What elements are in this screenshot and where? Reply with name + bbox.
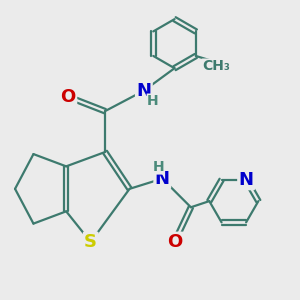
Text: H: H (147, 94, 159, 108)
Text: N: N (155, 169, 170, 188)
Text: N: N (238, 171, 253, 189)
Text: CH₃: CH₃ (202, 59, 230, 73)
Text: H: H (152, 160, 164, 174)
Text: O: O (61, 88, 76, 106)
Text: O: O (167, 233, 182, 251)
Text: N: N (136, 82, 152, 100)
Text: S: S (84, 233, 97, 251)
